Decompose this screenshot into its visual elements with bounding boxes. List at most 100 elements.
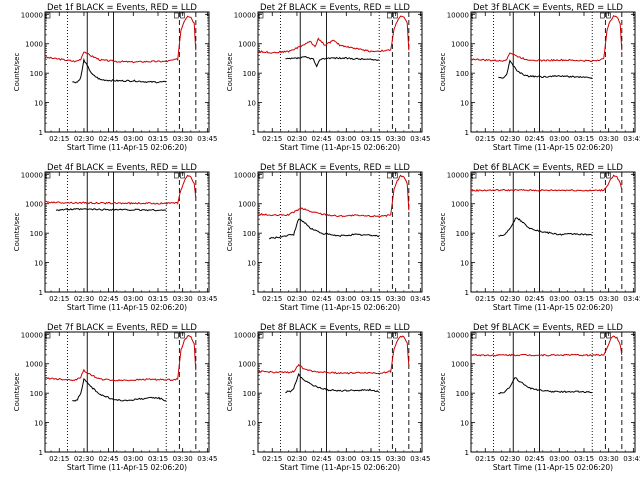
detector-panel: Det 9f BLACK = Events, RED = LLD 1 10 100 10… bbox=[439, 323, 640, 472]
events-series-line bbox=[285, 55, 380, 68]
y-tick-label: 100 bbox=[243, 70, 256, 78]
detector-panel: Det 6f BLACK = Events, RED = LLD 1 10 100 10… bbox=[439, 163, 640, 312]
x-tick-label: 02:30 bbox=[500, 135, 520, 143]
y-tick-label: 1000 bbox=[238, 41, 256, 49]
y-tick-label: 10 bbox=[34, 100, 43, 108]
x-tick-label: 03:15 bbox=[361, 295, 381, 303]
x-tick-label: 03:45 bbox=[410, 135, 430, 143]
y-tick-label: 100 bbox=[243, 230, 256, 238]
x-tick-label: 03:30 bbox=[599, 295, 619, 303]
corner-marker bbox=[45, 12, 51, 19]
panel-title: Det 7f BLACK = Events, RED = LLD bbox=[47, 323, 197, 333]
corner-marker bbox=[45, 172, 51, 179]
y-tick-label: 100 bbox=[30, 70, 43, 78]
detector-panel: Det 8f BLACK = Events, RED = LLD 1 10 100 10… bbox=[226, 323, 430, 472]
lld-series-line bbox=[44, 334, 197, 382]
events-series-line bbox=[285, 373, 380, 394]
detector-panel: Det 4f BLACK = Events, RED = LLD 1 10 100 10… bbox=[13, 163, 217, 312]
y-axis-label: Counts/sec bbox=[439, 213, 447, 252]
y-tick-label: 1 bbox=[252, 129, 256, 137]
corner-marker bbox=[258, 172, 264, 179]
corner-marker bbox=[606, 332, 611, 339]
y-tick-label: 10 bbox=[34, 260, 43, 268]
y-tick-label: 10000 bbox=[447, 331, 469, 339]
x-axis-label: Start Time (11-Apr-15 02:06:20) bbox=[493, 303, 613, 312]
y-tick-label: 10000 bbox=[234, 11, 256, 19]
y-axis-label: Counts/sec bbox=[226, 53, 234, 92]
y-tick-label: 10 bbox=[460, 100, 469, 108]
y-tick-label: 100 bbox=[243, 390, 256, 398]
events-series-line bbox=[72, 57, 167, 84]
y-tick-label: 1000 bbox=[25, 201, 43, 209]
plot-frame bbox=[44, 171, 210, 293]
x-tick-label: 02:30 bbox=[74, 135, 94, 143]
corner-marker bbox=[471, 172, 477, 179]
corner-marker bbox=[600, 332, 605, 339]
x-tick-label: 03:15 bbox=[148, 135, 168, 143]
y-axis-label: Counts/sec bbox=[13, 213, 21, 252]
x-tick-label: 02:15 bbox=[262, 295, 282, 303]
corner-marker bbox=[600, 172, 605, 179]
x-axis-label: Start Time (11-Apr-15 02:06:20) bbox=[67, 143, 187, 152]
panel-title: Det 9f BLACK = Events, RED = LLD bbox=[473, 323, 623, 333]
x-tick-label: 03:15 bbox=[574, 135, 594, 143]
x-tick-label: 03:30 bbox=[386, 455, 406, 463]
detector-panel: Det 1f BLACK = Events, RED = LLD 1 10 100 10… bbox=[13, 3, 217, 152]
x-tick-label: 03:15 bbox=[148, 295, 168, 303]
corner-marker bbox=[387, 172, 392, 179]
x-axis-label: Start Time (11-Apr-15 02:06:20) bbox=[280, 143, 400, 152]
x-tick-label: 02:15 bbox=[49, 135, 69, 143]
corner-marker bbox=[180, 12, 185, 19]
y-tick-label: 1 bbox=[39, 449, 43, 457]
corner-marker bbox=[606, 12, 611, 19]
y-tick-label: 1000 bbox=[238, 201, 256, 209]
y-tick-label: 10 bbox=[247, 100, 256, 108]
y-tick-label: 10000 bbox=[447, 171, 469, 179]
x-axis-label: Start Time (11-Apr-15 02:06:20) bbox=[67, 463, 187, 472]
x-tick-label: 02:30 bbox=[74, 295, 94, 303]
x-tick-label: 03:00 bbox=[549, 455, 569, 463]
x-tick-label: 03:45 bbox=[623, 295, 640, 303]
detector-panel: Det 5f BLACK = Events, RED = LLD 1 10 100 10… bbox=[226, 163, 430, 312]
y-tick-label: 10 bbox=[460, 420, 469, 428]
y-tick-label: 100 bbox=[30, 390, 43, 398]
x-tick-label: 02:30 bbox=[74, 455, 94, 463]
plot-frame bbox=[470, 331, 636, 453]
x-tick-label: 03:30 bbox=[386, 135, 406, 143]
x-axis-label: Start Time (11-Apr-15 02:06:20) bbox=[280, 463, 400, 472]
x-tick-label: 03:45 bbox=[623, 455, 640, 463]
x-tick-label: 02:45 bbox=[525, 295, 545, 303]
panel-title: Det 4f BLACK = Events, RED = LLD bbox=[47, 163, 197, 173]
x-tick-label: 03:00 bbox=[336, 295, 356, 303]
lld-series-line bbox=[470, 14, 623, 63]
plot-frame bbox=[257, 171, 423, 293]
corner-marker bbox=[471, 332, 477, 339]
x-tick-label: 02:45 bbox=[312, 455, 332, 463]
x-tick-label: 02:15 bbox=[475, 135, 495, 143]
y-tick-label: 1 bbox=[39, 129, 43, 137]
panel-title: Det 3f BLACK = Events, RED = LLD bbox=[473, 3, 623, 13]
x-tick-label: 03:00 bbox=[123, 135, 143, 143]
plot-frame bbox=[470, 11, 636, 133]
x-tick-label: 02:15 bbox=[475, 295, 495, 303]
y-tick-label: 100 bbox=[456, 230, 469, 238]
detector-panel: Det 3f BLACK = Events, RED = LLD 1 10 100 10… bbox=[439, 3, 640, 152]
x-axis-label: Start Time (11-Apr-15 02:06:20) bbox=[493, 143, 613, 152]
events-series-line bbox=[498, 377, 593, 395]
y-tick-label: 10 bbox=[460, 260, 469, 268]
detector-panel: Det 2f BLACK = Events, RED = LLD 1 10 100 10… bbox=[226, 3, 430, 152]
x-tick-label: 03:45 bbox=[197, 135, 217, 143]
panel-title: Det 8f BLACK = Events, RED = LLD bbox=[260, 323, 410, 333]
y-axis-label: Counts/sec bbox=[439, 373, 447, 412]
panel-title: Det 5f BLACK = Events, RED = LLD bbox=[260, 163, 410, 173]
x-axis-label: Start Time (11-Apr-15 02:06:20) bbox=[67, 303, 187, 312]
y-tick-label: 1000 bbox=[451, 41, 469, 49]
x-tick-label: 02:45 bbox=[99, 455, 119, 463]
x-tick-label: 03:45 bbox=[197, 295, 217, 303]
corner-marker bbox=[174, 172, 179, 179]
corner-marker bbox=[393, 172, 398, 179]
x-axis-label: Start Time (11-Apr-15 02:06:20) bbox=[493, 463, 613, 472]
x-tick-label: 03:45 bbox=[623, 135, 640, 143]
x-tick-label: 02:30 bbox=[287, 295, 307, 303]
corner-marker bbox=[45, 332, 51, 339]
